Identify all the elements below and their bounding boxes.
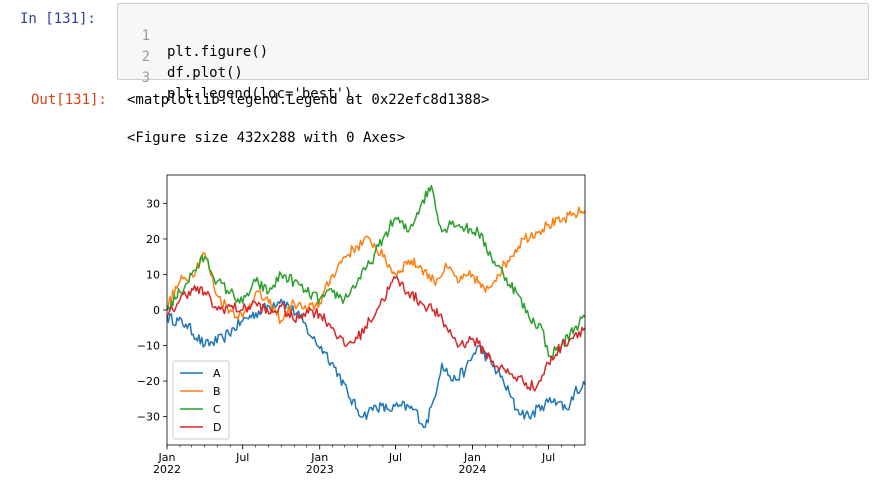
y-tick-label: 20 (146, 233, 160, 246)
series-line-C (166, 184, 586, 360)
y-tick-label: 30 (146, 197, 160, 210)
line-number: 1 (141, 28, 150, 44)
y-tick-label: −10 (137, 340, 160, 353)
legend-label-A: A (213, 367, 221, 380)
code-text: plt.figure() (167, 44, 269, 60)
y-tick-label: 0 (153, 304, 160, 317)
code-text: df.plot() (167, 65, 243, 81)
x-tick-label: Jul (235, 451, 249, 464)
output-prompt: Out[131]: (31, 92, 107, 108)
legend-label-B: B (213, 385, 221, 398)
x-tick-label: Jan (463, 451, 481, 464)
y-tick-label: 10 (146, 268, 160, 281)
x-tick-label: 2023 (306, 463, 334, 476)
x-tick-label: 2024 (458, 463, 486, 476)
line-number: 3 (141, 70, 150, 86)
code-input-area[interactable]: 1 plt.figure() 2 df.plot() 3 plt.legend(… (117, 3, 869, 102)
y-tick-label: −30 (137, 411, 160, 424)
x-tick-label: Jan (310, 451, 328, 464)
series-line-D (166, 275, 586, 392)
x-tick-label: Jul (541, 451, 555, 464)
x-tick-label: 2022 (153, 463, 181, 476)
legend-box (172, 360, 230, 440)
code-line: 2 df.plot() (118, 33, 243, 81)
output-figure-text: <Figure size 432x288 with 0 Axes> (127, 130, 406, 146)
legend-label-D: D (213, 421, 221, 434)
code-line: 3 plt.legend(loc='best') (118, 54, 353, 102)
series-line-A (166, 298, 586, 429)
output-repr: <matplotlib.legend.Legend at 0x22efc8d13… (127, 92, 490, 108)
code-line: 1 plt.figure() (118, 12, 269, 60)
x-tick-label: Jul (388, 451, 402, 464)
code-text: plt.legend(loc='best') (167, 86, 353, 102)
line-number: 2 (141, 49, 150, 65)
x-tick-label: Jan (158, 451, 176, 464)
input-prompt: In [131]: (20, 11, 96, 27)
legend-label-C: C (213, 403, 221, 416)
y-tick-label: −20 (137, 375, 160, 388)
